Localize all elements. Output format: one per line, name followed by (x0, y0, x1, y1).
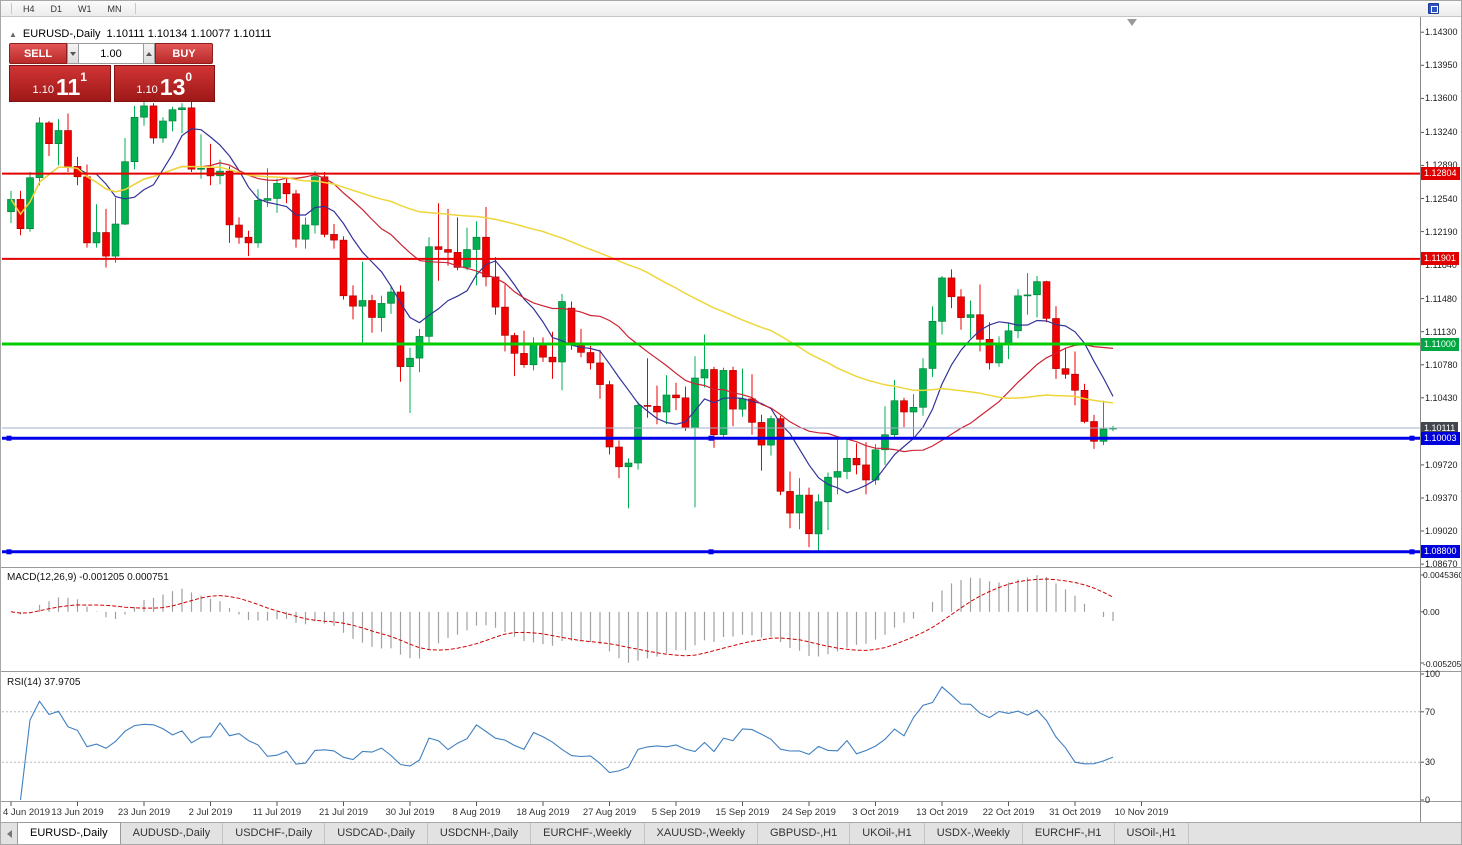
buy-price-pip: 0 (185, 70, 193, 84)
arrow-up-icon (146, 52, 152, 56)
macd-histogram (19, 575, 1114, 663)
horizontal-line-1.088[interactable] (2, 549, 1420, 555)
chart-ohlc-values: 1.10111 1.10134 1.10077 1.10111 (106, 28, 272, 40)
tab-scroll-left-button[interactable] (1, 823, 17, 844)
buy-price-prefix: 1.10 (136, 84, 158, 96)
tab-eurchf-weekly[interactable]: EURCHF-,Weekly (531, 823, 645, 844)
sell-price-tile[interactable]: 1.10 11 1 (9, 65, 111, 102)
arrow-down-icon (70, 52, 76, 56)
volume-decrease-button[interactable] (67, 43, 79, 64)
chart-shift-marker[interactable] (1127, 19, 1137, 26)
volume-increase-button[interactable] (143, 43, 155, 64)
toolbar-separator (11, 3, 12, 14)
buy-price-big: 13 (159, 74, 186, 101)
ma-fast-line (10, 128, 1114, 494)
new-window-icon[interactable] (1428, 3, 1439, 14)
macd-indicator-label: MACD(12,26,9) -0.001205 0.000751 (7, 572, 169, 583)
tab-ukoil-h1[interactable]: UKOil-,H1 (850, 823, 925, 844)
sell-price-big: 11 (55, 74, 81, 101)
timeframe-h4-button[interactable]: H4 (23, 3, 35, 14)
tab-gbpusd-h1[interactable]: GBPUSD-,H1 (758, 823, 851, 844)
tab-usdx-weekly[interactable]: USDX-,Weekly (925, 823, 1023, 844)
tab-usdcnh-daily[interactable]: USDCNH-,Daily (428, 823, 532, 844)
timeframe-d1-button[interactable]: D1 (50, 3, 63, 14)
horizontal-line-1.10003[interactable] (2, 435, 1420, 441)
tab-eurchf-h1[interactable]: EURCHF-,H1 (1023, 823, 1115, 844)
chart-area: 1.14300 1.13950 1.13600 1.13240 1.12890 1.125… (1, 17, 1461, 824)
tab-eurusd-daily[interactable]: EURUSD-,Daily (17, 822, 121, 844)
chart-ohlc-title: ▲ EURUSD-,Daily 1.10111 1.10134 1.10077 … (9, 28, 272, 40)
tab-audusd-daily[interactable]: AUDUSD-,Daily (121, 823, 224, 844)
buy-price-tile[interactable]: 1.10 13 0 (113, 65, 215, 102)
ma-slow-line (10, 165, 1114, 404)
timeframe-w1-button[interactable]: W1 (78, 3, 92, 14)
tab-usdcad-daily[interactable]: USDCAD-,Daily (325, 823, 428, 844)
sell-price-prefix: 1.10 (32, 84, 54, 96)
sell-price-pip: 1 (80, 70, 87, 84)
arrow-left-icon (6, 829, 12, 838)
toolbar-separator (134, 3, 136, 14)
macd-signal-line (10, 578, 1114, 657)
rsi-indicator-label: RSI(14) 37.9705 (7, 677, 81, 688)
volume-input[interactable] (79, 43, 143, 64)
buy-button[interactable]: BUY (155, 43, 213, 64)
one-click-collapse-icon[interactable]: ▲ (9, 30, 17, 39)
tab-usoil-h1[interactable]: USOil-,H1 (1115, 823, 1190, 844)
chart-tabs: EURUSD-,Daily AUDUSD-,Daily USDCHF-,Daily U… (17, 822, 1190, 844)
rsi-line (19, 686, 1114, 801)
timeframe-mn-button[interactable]: MN (107, 3, 122, 14)
chart-tab-bar: EURUSD-,Daily AUDUSD-,Daily USDCHF-,Daily U… (1, 822, 1461, 844)
timeframe-toolbar: H4 D1 W1 MN (1, 1, 1461, 17)
sell-button[interactable]: SELL (9, 43, 67, 64)
candles-layer (7, 100, 1117, 553)
tab-usdchf-daily[interactable]: USDCHF-,Daily (223, 823, 326, 844)
chart-canvas[interactable] (1, 17, 1461, 824)
chart-symbol-label: EURUSD-,Daily (22, 28, 101, 40)
tab-xauusd-weekly[interactable]: XAUUSD-,Weekly (645, 823, 758, 844)
